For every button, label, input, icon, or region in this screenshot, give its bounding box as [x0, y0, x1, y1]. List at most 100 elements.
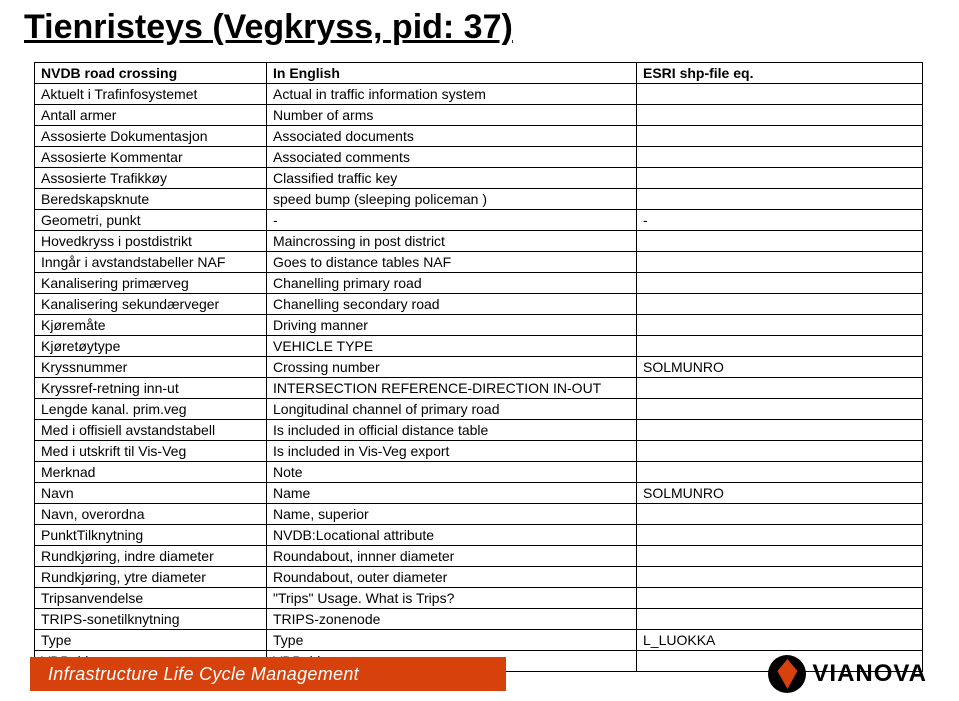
table-row: NavnNameSOLMUNRO [35, 483, 923, 504]
table-cell: Rundkjøring, ytre diameter [35, 567, 267, 588]
table-cell: Chanelling primary road [267, 273, 637, 294]
table-cell [637, 84, 923, 105]
table-row: Assosierte TrafikkøyClassified traffic k… [35, 168, 923, 189]
table-cell: Kryssref-retning inn-ut [35, 378, 267, 399]
table-cell: Tripsanvendelse [35, 588, 267, 609]
table-cell: Kryssnummer [35, 357, 267, 378]
table-cell [637, 546, 923, 567]
table-cell: Longitudinal channel of primary road [267, 399, 637, 420]
table-cell: Name [267, 483, 637, 504]
table-cell: Kjøretøytype [35, 336, 267, 357]
table-cell: VEHICLE TYPE [267, 336, 637, 357]
table-row: PunktTilknytningNVDB:Locational attribut… [35, 525, 923, 546]
table-cell: Goes to distance tables NAF [267, 252, 637, 273]
table-row: Rundkjøring, indre diameterRoundabout, i… [35, 546, 923, 567]
table-cell: Chanelling secondary road [267, 294, 637, 315]
mapping-table: NVDB road crossing In English ESRI shp-f… [34, 62, 922, 672]
table-cell [637, 252, 923, 273]
table-cell: Hovedkryss i postdistrikt [35, 231, 267, 252]
table-cell: TRIPS-sonetilknytning [35, 609, 267, 630]
table-row: Med i offisiell avstandstabellIs include… [35, 420, 923, 441]
table-row: Assosierte DokumentasjonAssociated docum… [35, 126, 923, 147]
table-cell: Name, superior [267, 504, 637, 525]
table-cell: Maincrossing in post district [267, 231, 637, 252]
table-cell [637, 273, 923, 294]
table-cell [637, 462, 923, 483]
slide: Tienristeys (Vegkryss, pid: 37) NVDB roa… [0, 0, 959, 701]
table-cell: NVDB:Locational attribute [267, 525, 637, 546]
table-cell: SOLMUNRO [637, 483, 923, 504]
table-row: Kanalisering sekundærvegerChanelling sec… [35, 294, 923, 315]
table-cell: Kanalisering sekundærveger [35, 294, 267, 315]
table-cell: Roundabout, outer diameter [267, 567, 637, 588]
header-nvdb: NVDB road crossing [35, 63, 267, 84]
footer: Infrastructure Life Cycle Management VIA… [0, 647, 959, 701]
table-cell: Aktuelt i Trafinfosystemet [35, 84, 267, 105]
table-cell: Assosierte Trafikkøy [35, 168, 267, 189]
vianova-logo: VIANOVA [768, 655, 927, 693]
header-english: In English [267, 63, 637, 84]
table-row: MerknadNote [35, 462, 923, 483]
table-row: Geometri, punkt-- [35, 210, 923, 231]
table-cell: Navn, overordna [35, 504, 267, 525]
table-cell: Classified traffic key [267, 168, 637, 189]
table-cell: - [267, 210, 637, 231]
table-row: Lengde kanal. prim.vegLongitudinal chann… [35, 399, 923, 420]
table-row: Navn, overordnaName, superior [35, 504, 923, 525]
footer-bar: Infrastructure Life Cycle Management [30, 657, 506, 691]
footer-text: Infrastructure Life Cycle Management [48, 664, 359, 685]
table-cell: Assosierte Kommentar [35, 147, 267, 168]
table-cell: - [637, 210, 923, 231]
table-row: Hovedkryss i postdistriktMaincrossing in… [35, 231, 923, 252]
table-cell [637, 399, 923, 420]
table-cell [637, 336, 923, 357]
table-cell: Is included in official distance table [267, 420, 637, 441]
table-cell [637, 105, 923, 126]
table-cell [637, 189, 923, 210]
logo-text: VIANOVA [812, 660, 927, 688]
table-cell: Med i offisiell avstandstabell [35, 420, 267, 441]
table-cell: Crossing number [267, 357, 637, 378]
table-cell [637, 420, 923, 441]
table-cell: Beredskapsknute [35, 189, 267, 210]
table-cell: Number of arms [267, 105, 637, 126]
table-cell: TRIPS-zonenode [267, 609, 637, 630]
table-cell: Antall armer [35, 105, 267, 126]
table-cell: Assosierte Dokumentasjon [35, 126, 267, 147]
table-cell: speed bump (sleeping policeman ) [267, 189, 637, 210]
table-cell: Associated comments [267, 147, 637, 168]
table-cell [637, 231, 923, 252]
table-cell: Associated documents [267, 126, 637, 147]
table-cell: Roundabout, innner diameter [267, 546, 637, 567]
table-cell: Rundkjøring, indre diameter [35, 546, 267, 567]
table-cell [637, 441, 923, 462]
table-cell: Lengde kanal. prim.veg [35, 399, 267, 420]
table-cell [637, 525, 923, 546]
table-cell: INTERSECTION REFERENCE-DIRECTION IN-OUT [267, 378, 637, 399]
page-title: Tienristeys (Vegkryss, pid: 37) [0, 0, 959, 47]
table-row: Inngår i avstandstabeller NAFGoes to dis… [35, 252, 923, 273]
table-cell [637, 168, 923, 189]
table-row: Kryssref-retning inn-utINTERSECTION REFE… [35, 378, 923, 399]
table-row: KryssnummerCrossing numberSOLMUNRO [35, 357, 923, 378]
table-cell [637, 609, 923, 630]
table-cell [637, 294, 923, 315]
table-cell [637, 588, 923, 609]
table-cell: Note [267, 462, 637, 483]
header-esri: ESRI shp-file eq. [637, 63, 923, 84]
table-row: Kanalisering primærvegChanelling primary… [35, 273, 923, 294]
table-row: Antall armerNumber of arms [35, 105, 923, 126]
table-cell [637, 315, 923, 336]
table-row: TRIPS-sonetilknytningTRIPS-zonenode [35, 609, 923, 630]
table-cell: Geometri, punkt [35, 210, 267, 231]
table: NVDB road crossing In English ESRI shp-f… [34, 62, 923, 672]
table-cell: Med i utskrift til Vis-Veg [35, 441, 267, 462]
table-row: Assosierte KommentarAssociated comments [35, 147, 923, 168]
table-cell: "Trips" Usage. What is Trips? [267, 588, 637, 609]
table-row: Aktuelt i TrafinfosystemetActual in traf… [35, 84, 923, 105]
table-cell [637, 147, 923, 168]
table-cell: Actual in traffic information system [267, 84, 637, 105]
table-row: KjøremåteDriving manner [35, 315, 923, 336]
logo-mark-icon [768, 655, 806, 693]
table-cell: Kjøremåte [35, 315, 267, 336]
